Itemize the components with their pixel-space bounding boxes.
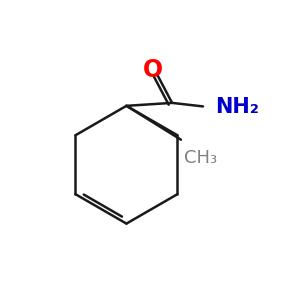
Text: CH₃: CH₃ (184, 148, 217, 166)
Text: O: O (143, 58, 163, 82)
Text: NH₂: NH₂ (215, 97, 259, 117)
